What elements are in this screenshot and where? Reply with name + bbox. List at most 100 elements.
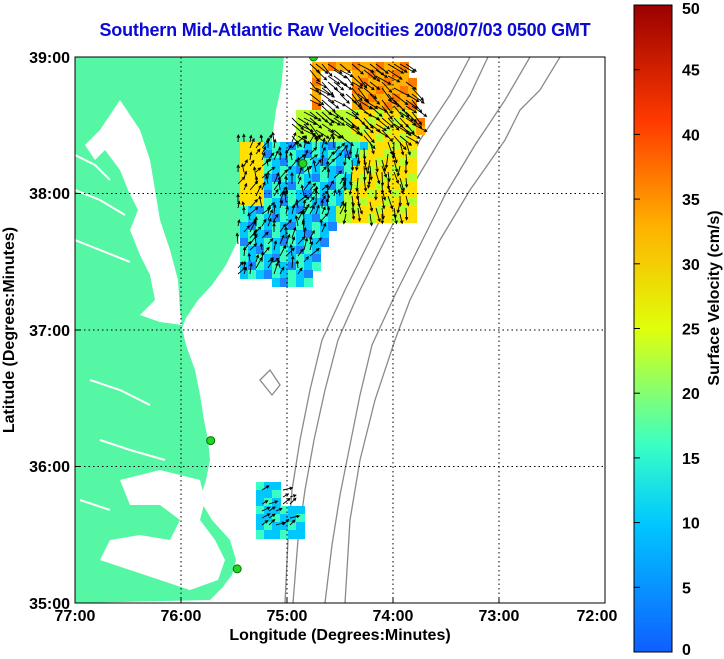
velocity-arrow	[339, 63, 352, 74]
velocity-cell	[320, 150, 329, 159]
velocity-arrow	[345, 147, 351, 161]
velocity-cell	[280, 150, 289, 159]
velocity-arrow	[363, 129, 375, 144]
velocity-arrow	[321, 63, 333, 77]
velocity-cell	[368, 70, 377, 79]
velocity-arrow	[294, 214, 299, 227]
velocity-cell	[240, 270, 249, 279]
velocity-cell	[384, 102, 393, 111]
velocity-arrow	[289, 243, 293, 257]
velocity-arrow	[325, 198, 330, 209]
velocity-cell	[312, 158, 321, 167]
velocity-arrow	[236, 193, 240, 203]
velocity-arrow	[351, 63, 364, 75]
velocity-cell	[384, 150, 393, 159]
velocity-arrow	[312, 159, 317, 173]
velocity-arrow	[254, 216, 258, 227]
velocity-arrow	[261, 519, 269, 526]
colorbar-tick-label: 20	[682, 386, 700, 403]
velocity-cell	[360, 206, 369, 215]
velocity-cell	[256, 530, 265, 539]
velocity-cell	[304, 190, 313, 199]
velocity-cell	[368, 142, 377, 151]
velocity-arrow	[296, 156, 301, 167]
velocity-cell	[296, 214, 305, 223]
radar-station-marker	[298, 158, 308, 168]
velocity-arrow	[297, 117, 310, 126]
velocity-cell	[296, 126, 305, 135]
velocity-cell	[344, 150, 353, 159]
velocity-cell	[376, 158, 385, 167]
velocity-cell	[312, 222, 321, 231]
velocity-arrow	[309, 132, 316, 143]
x-axis-label: Longitude (Degrees:Minutes)	[229, 627, 450, 644]
velocity-arrow	[327, 133, 334, 143]
velocity-arrow	[404, 159, 408, 175]
velocity-arrow	[278, 151, 283, 161]
velocity-cell	[256, 238, 265, 247]
velocity-cell	[272, 490, 281, 499]
velocity-arrow	[261, 485, 270, 491]
velocity-arrow	[261, 158, 272, 167]
velocity-arrow	[363, 99, 379, 109]
velocity-cell	[408, 174, 417, 183]
velocity-arrow	[411, 87, 424, 101]
velocity-cell	[248, 198, 257, 207]
hf-radar-stations	[206, 57, 318, 574]
velocity-arrow	[369, 213, 374, 227]
velocity-arrow	[261, 218, 267, 227]
velocity-arrow	[289, 514, 301, 519]
colorbar-tick-label: 45	[682, 63, 700, 80]
velocity-arrow	[375, 63, 389, 74]
velocity-cell	[240, 238, 249, 247]
velocity-cell	[256, 522, 265, 531]
velocity-arrow	[411, 111, 422, 126]
velocity-cell	[240, 142, 249, 151]
velocity-arrow	[351, 81, 364, 89]
colorbar-tick-label: 30	[682, 257, 700, 274]
velocity-arrow	[411, 105, 428, 118]
velocity-cell	[248, 150, 257, 159]
velocity-cell	[392, 150, 401, 159]
velocity-cell	[320, 214, 329, 223]
velocity-arrow	[303, 237, 309, 251]
velocity-arrow	[309, 196, 315, 203]
velocity-cell	[264, 198, 273, 207]
velocity-arrow	[405, 81, 417, 90]
velocity-arrow	[351, 207, 356, 221]
velocity-cell	[288, 214, 297, 223]
velocity-arrow	[321, 206, 326, 215]
velocity-arrow	[267, 209, 273, 221]
radar-station-marker	[206, 436, 216, 446]
velocity-arrow	[327, 75, 341, 85]
velocity-arrow	[381, 87, 392, 102]
velocity-arrow	[399, 135, 413, 146]
velocity-arrow	[381, 195, 386, 210]
velocity-arrow	[351, 75, 364, 87]
velocity-cell	[304, 134, 313, 143]
velocity-arrow	[351, 87, 363, 102]
velocity-arrow	[348, 183, 353, 196]
velocity-cell	[384, 158, 393, 167]
velocity-arrow	[249, 137, 255, 149]
velocity-arrow	[339, 202, 346, 215]
velocity-cell	[296, 514, 305, 523]
velocity-arrow	[333, 69, 348, 79]
velocity-arrow	[411, 123, 428, 132]
velocity-arrow	[309, 235, 313, 245]
velocity-arrow	[387, 183, 392, 194]
velocity-arrow	[321, 87, 336, 98]
velocity-cell	[296, 150, 305, 159]
velocity-arrow	[309, 154, 319, 161]
velocity-cell	[320, 142, 329, 151]
velocity-arrow	[327, 158, 336, 167]
velocity-cell	[280, 198, 289, 207]
velocity-cell	[280, 158, 289, 167]
velocity-cell	[264, 142, 273, 151]
velocity-cell	[320, 198, 329, 207]
velocity-cell	[288, 182, 297, 191]
velocity-arrow	[267, 166, 276, 173]
velocity-arrow	[309, 187, 317, 197]
velocity-cell	[392, 182, 401, 191]
velocity-cell	[360, 70, 369, 79]
